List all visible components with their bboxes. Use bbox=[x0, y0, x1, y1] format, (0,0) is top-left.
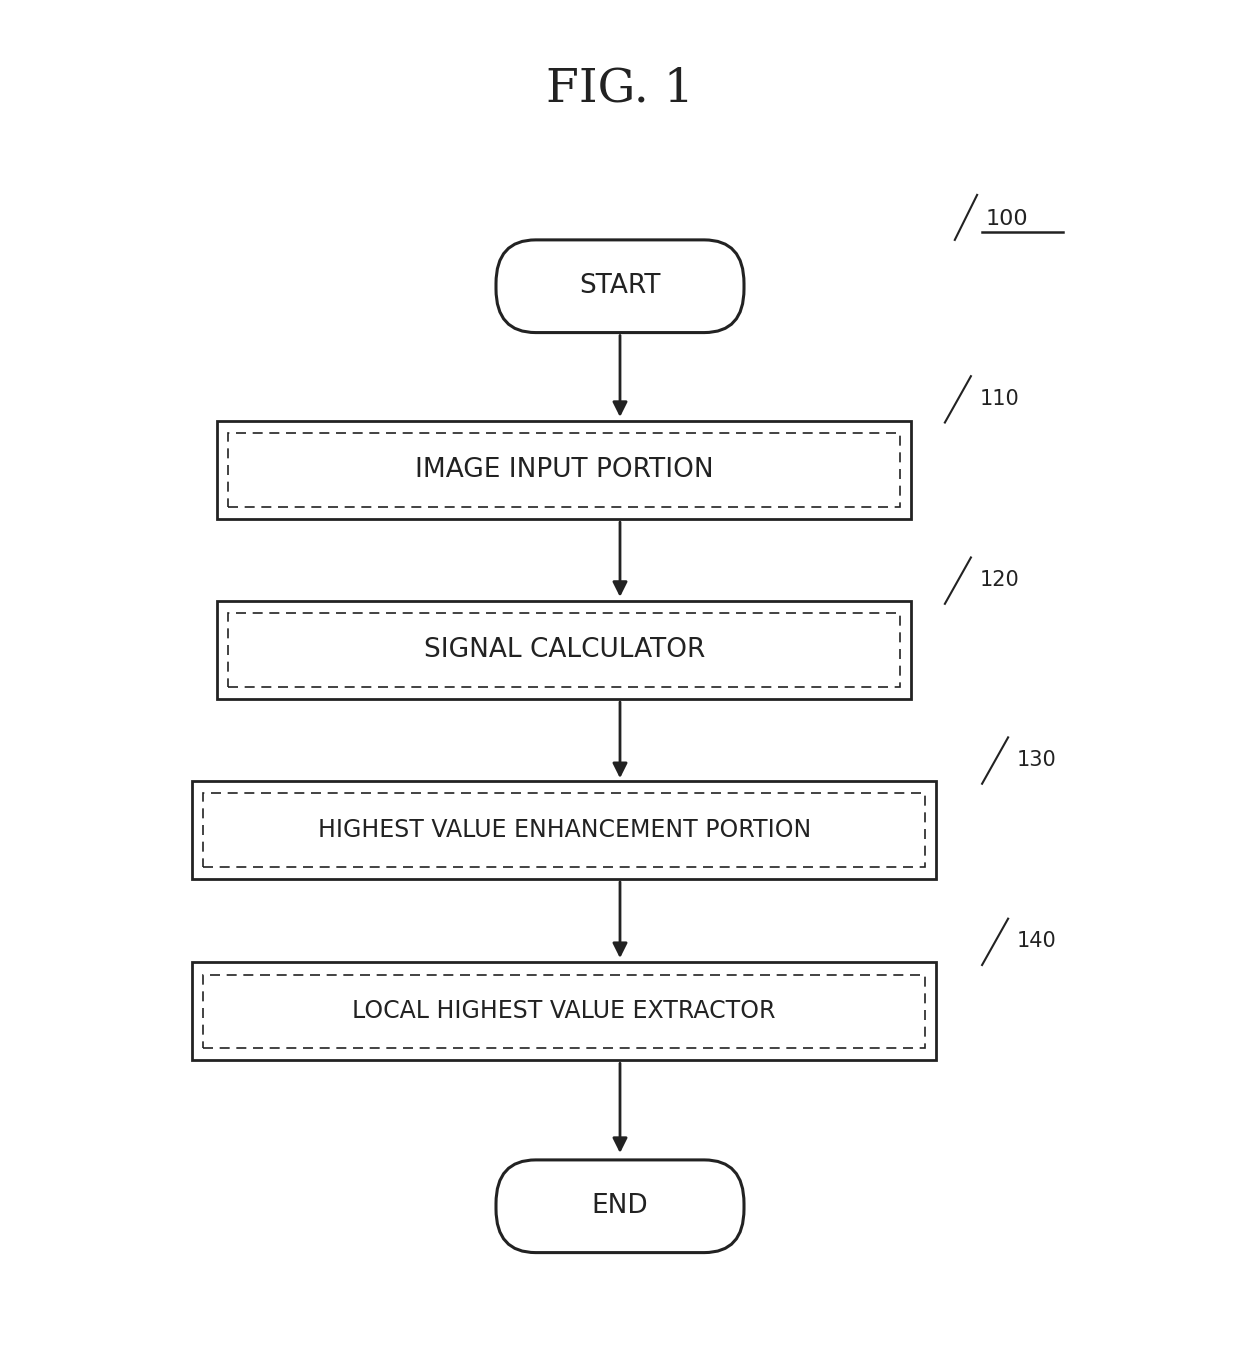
Bar bbox=[192, 781, 936, 879]
Text: 130: 130 bbox=[1017, 750, 1056, 770]
FancyBboxPatch shape bbox=[496, 1160, 744, 1253]
Bar bbox=[203, 793, 925, 867]
Bar bbox=[192, 962, 936, 1060]
Text: 120: 120 bbox=[980, 570, 1019, 590]
Bar bbox=[228, 433, 900, 507]
Text: 100: 100 bbox=[986, 209, 1028, 229]
Bar bbox=[228, 613, 900, 687]
Text: IMAGE INPUT PORTION: IMAGE INPUT PORTION bbox=[415, 457, 713, 484]
Text: SIGNAL CALCULATOR: SIGNAL CALCULATOR bbox=[424, 637, 704, 664]
Text: 110: 110 bbox=[980, 388, 1019, 409]
Text: 140: 140 bbox=[1017, 931, 1056, 951]
Text: HIGHEST VALUE ENHANCEMENT PORTION: HIGHEST VALUE ENHANCEMENT PORTION bbox=[317, 818, 811, 842]
Text: END: END bbox=[591, 1193, 649, 1220]
FancyBboxPatch shape bbox=[496, 240, 744, 333]
Bar bbox=[203, 975, 925, 1048]
Text: FIG. 1: FIG. 1 bbox=[546, 65, 694, 112]
Text: START: START bbox=[579, 273, 661, 300]
Bar bbox=[217, 421, 911, 519]
Text: LOCAL HIGHEST VALUE EXTRACTOR: LOCAL HIGHEST VALUE EXTRACTOR bbox=[352, 999, 776, 1024]
Bar bbox=[217, 601, 911, 699]
